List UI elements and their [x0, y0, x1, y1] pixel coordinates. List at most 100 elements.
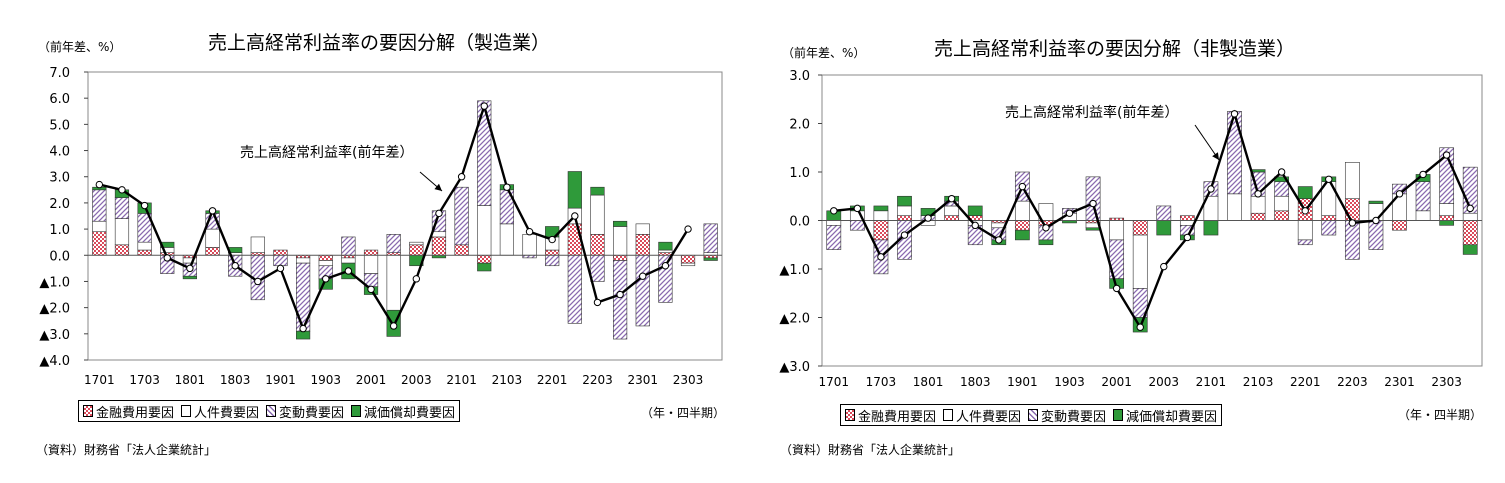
bar-finance — [1462, 220, 1478, 246]
y-tick-label: 4.0 — [49, 145, 70, 160]
profit-margin-point — [231, 262, 239, 270]
bar-depreciation — [1250, 169, 1266, 173]
bar-depreciation — [182, 275, 197, 280]
y-tick-label: 3.0 — [789, 69, 810, 84]
y-tick-label: 1.0 — [789, 166, 810, 181]
bar-finance — [1344, 198, 1360, 221]
bar-labor — [1014, 200, 1030, 221]
legend-swatch — [845, 409, 855, 421]
bar-labor — [431, 231, 447, 238]
profit-margin-point — [389, 322, 398, 330]
bar-labor — [1250, 195, 1266, 214]
bar-depreciation — [1038, 239, 1054, 246]
y-tick-label: ▲2.0 — [779, 312, 810, 327]
legend-label: 人件費要因 — [194, 405, 260, 421]
line-annotation: 売上高経常利益率(前年差） — [240, 144, 413, 161]
profit-margin-point — [1466, 204, 1474, 213]
bar-labor — [590, 194, 605, 235]
x-tick-label: 2201 — [1290, 375, 1321, 389]
profit-margin-point — [344, 267, 353, 275]
bar-labor — [318, 260, 333, 267]
legend-item-labor: 人件費要因 — [181, 402, 259, 421]
legend-item-labor: 人件費要因 — [943, 406, 1021, 425]
profit-margin-point — [616, 290, 624, 299]
bar-labor — [386, 254, 401, 311]
y-unit-label: （前年差、%） — [38, 40, 122, 54]
bar-labor — [873, 210, 889, 221]
legend-item-depreciation: 減価償却費要因 — [1113, 406, 1217, 425]
chart-legend: 金融費用要因 人件費要因 変動費要因 減価償却費要因 — [840, 404, 1223, 426]
bar-finance — [1392, 220, 1407, 231]
x-tick-label: 1701 — [84, 373, 115, 387]
profit-margin-line — [833, 109, 1472, 330]
bar-finance — [1014, 220, 1030, 231]
chart-plot-manufacturing: 7.0 6.0 5.0 4.0 3.0 2.0 1.0 0.0 ▲1.0 ▲2.0 ▲3.0 ▲4.0… — [39, 66, 723, 387]
chart-title: 売上高経常利益率の要因分解（非製造業） — [934, 38, 1296, 60]
x-tick-label: 2301 — [1384, 375, 1415, 389]
x-tick-label: 2103 — [1243, 375, 1274, 389]
bar-depreciation — [703, 257, 718, 261]
period-label: （年・四半期） — [641, 406, 726, 420]
bar-depreciation — [1462, 244, 1478, 255]
profit-margin-point — [1136, 323, 1144, 331]
x-tick-label: 1803 — [220, 373, 251, 387]
bar-variable — [273, 254, 288, 267]
profit-margin-point — [254, 277, 262, 286]
bar-depreciation — [1014, 229, 1030, 241]
x-tick-label: 1901 — [265, 373, 296, 387]
bar-variable — [590, 254, 605, 282]
legend-swatch — [1113, 409, 1124, 421]
profit-margin-point — [118, 186, 126, 194]
bar-depreciation — [590, 186, 605, 196]
profit-margin-point — [830, 207, 838, 215]
bar-labor — [409, 241, 424, 246]
legend-label: 減価償却費要因 — [364, 405, 456, 421]
bar-depreciation — [967, 205, 983, 216]
bar-depreciation — [567, 171, 582, 209]
bar-variable — [1297, 239, 1313, 246]
bar-variable — [1415, 181, 1431, 212]
bar-labor — [296, 257, 311, 264]
profit-margin-point — [1442, 151, 1451, 159]
bar-depreciation — [1203, 220, 1219, 236]
y-tick-label: 7.0 — [49, 66, 70, 81]
legend-swatch — [266, 405, 277, 417]
y-tick-label: ▲2.0 — [39, 302, 70, 317]
x-tick-label: 2203 — [1337, 375, 1368, 389]
x-tick-label: 2201 — [537, 373, 568, 387]
y-tick-label: 2.0 — [789, 118, 810, 133]
x-tick-label: 1903 — [310, 373, 341, 387]
profit-margin-point — [1325, 175, 1333, 183]
bar-finance — [1132, 220, 1148, 236]
bar-finance — [318, 254, 333, 261]
period-label: （年・四半期） — [1398, 408, 1483, 422]
bar-labor — [680, 262, 696, 267]
legend-label: 金融費用要因 — [858, 409, 937, 425]
bar-labor — [1132, 234, 1148, 289]
bar-finance — [545, 249, 560, 256]
bar-variable — [1156, 205, 1172, 221]
bar-depreciation — [1439, 220, 1455, 226]
bar-variable — [1368, 220, 1384, 250]
x-tick-label: 2103 — [492, 373, 523, 387]
bar-depreciation — [296, 330, 311, 340]
profit-margin-point — [661, 262, 670, 270]
chart-panel-nonmanufacturing: 3.0 2.0 1.0 0.0 ▲1.0 ▲2.0 ▲3.0 1701 1703 1801 1803… — [752, 0, 1504, 483]
x-tick-label: 2303 — [1431, 375, 1462, 389]
bar-labor — [1462, 212, 1478, 221]
profit-margin-point — [1018, 182, 1027, 191]
legend-label: 人件費要因 — [956, 409, 1022, 425]
legend-item-variable: 変動費要因 — [1028, 406, 1106, 425]
profit-margin-point — [503, 183, 511, 191]
legend-item-variable: 変動費要因 — [266, 402, 344, 421]
bar-finance — [635, 234, 650, 256]
profit-margin-point — [1112, 284, 1121, 293]
profit-margin-point — [299, 324, 307, 333]
profit-margin-point — [1089, 199, 1097, 208]
bar-labor — [499, 223, 514, 256]
profit-margin-point — [1160, 262, 1168, 271]
profit-margin-point — [1348, 219, 1357, 227]
profit-margin-point — [276, 264, 285, 273]
profit-margin-point — [639, 272, 647, 280]
bar-labor — [1297, 220, 1313, 241]
